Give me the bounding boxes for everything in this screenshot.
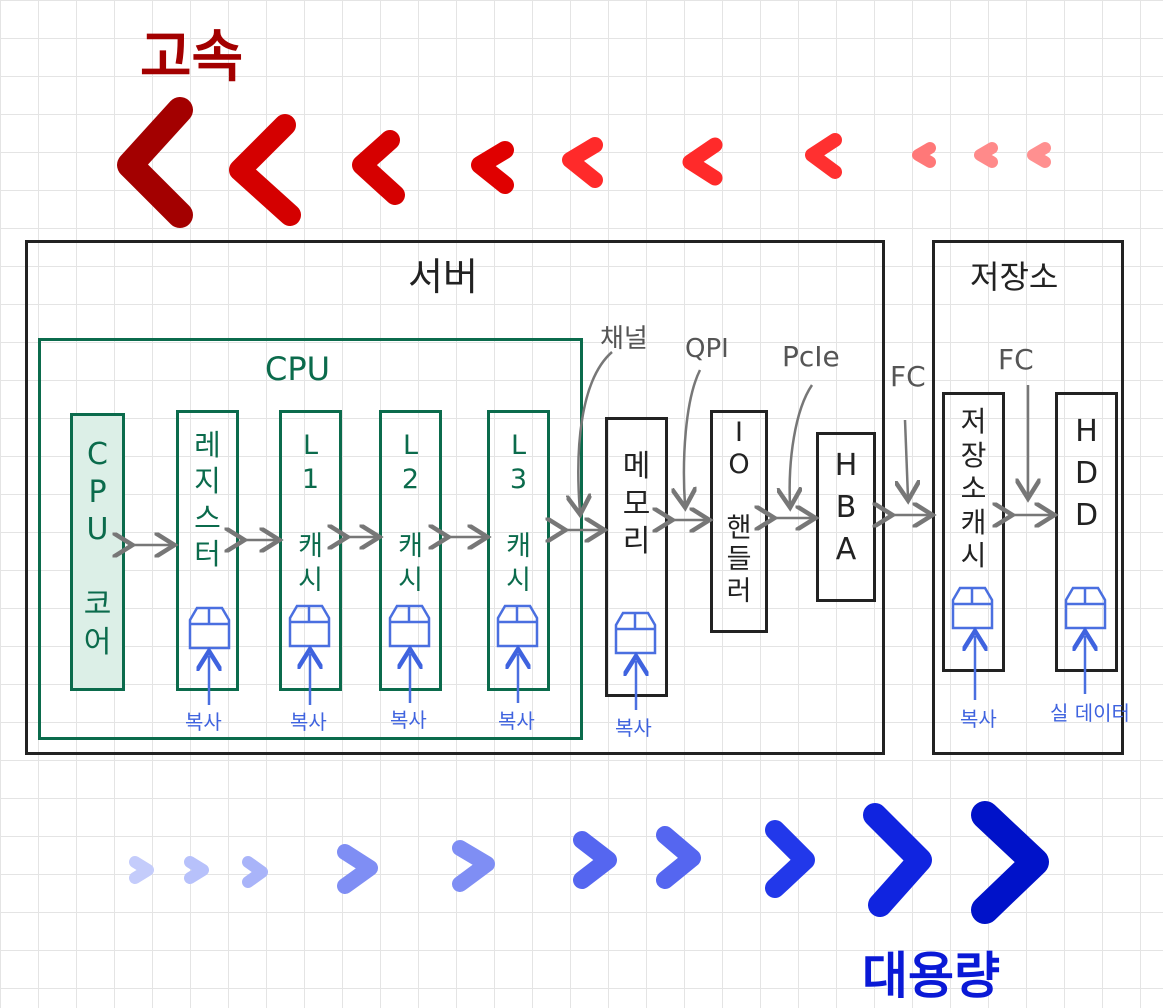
cpu-core-label: C P U 코 어: [83, 437, 112, 660]
chevron-left-icon: [562, 137, 603, 188]
chevron-left-icon: [352, 130, 405, 205]
capacity-chevrons-right: [129, 801, 1049, 924]
storage-cache-label: 저 장 소 캐 시: [960, 405, 987, 573]
copy-label-register: 복사: [185, 710, 222, 734]
data-box-icon: [496, 604, 539, 648]
chevron-right-icon: [765, 820, 815, 898]
copy-label-l2: 복사: [390, 708, 427, 732]
l1-cache-label: L 1 캐 시: [298, 430, 323, 596]
chevron-left-icon: [229, 114, 301, 226]
server-container: [25, 240, 885, 755]
chevron-left-icon: [805, 133, 842, 179]
data-box-icon: [188, 606, 231, 650]
cpu-group-title: CPU: [265, 350, 331, 388]
l3-cache-label: L 3 캐 시: [506, 430, 531, 596]
qpi-label: QPI: [685, 334, 729, 364]
chevron-right-icon: [656, 826, 701, 889]
storage-title: 저장소: [970, 258, 1059, 296]
chevron-left-icon: [912, 142, 936, 168]
chevron-right-icon: [452, 840, 495, 892]
chevron-left-icon: [682, 137, 723, 186]
chevron-right-icon: [184, 856, 209, 884]
chevron-right-icon: [863, 803, 932, 917]
chevron-right-icon: [971, 801, 1049, 924]
bidirectional-arrows: [130, 515, 1052, 545]
chevron-right-icon: [242, 856, 268, 888]
copy-indicators: [188, 586, 1107, 710]
hdd-label: H D D: [1074, 414, 1099, 533]
server-title: 서버: [408, 255, 478, 299]
hdd-box: H D D: [1055, 392, 1118, 672]
chevron-left-icon: [471, 141, 514, 194]
copy-label-hdd: 실 데이터: [1050, 701, 1130, 725]
capacity-title: 대용량: [862, 947, 1000, 1005]
chevron-right-icon: [129, 856, 154, 884]
speed-title: 고속: [140, 25, 244, 90]
cpu-core-box: C P U 코 어: [70, 413, 125, 691]
channel-label: 채널: [600, 324, 648, 354]
register-label: 레 지 스 터: [194, 428, 221, 571]
l2-cache-label: L 2 캐 시: [398, 430, 423, 596]
qpi-pointer-arrow: [684, 369, 702, 505]
io-handler-label: I O 핸 들 러: [726, 417, 752, 608]
data-box-icon: [1064, 586, 1107, 630]
storage-cache-box: 저 장 소 캐 시: [942, 392, 1005, 672]
chevron-left-icon: [974, 142, 998, 168]
copy-label-l3: 복사: [498, 709, 535, 733]
chevron-right-icon: [573, 831, 617, 889]
chevron-left-icon: [1027, 142, 1051, 168]
hba-label: H B A: [834, 448, 858, 567]
pcie-pointer-arrow: [790, 384, 814, 505]
chevron-right-icon: [337, 844, 378, 894]
data-box-icon: [614, 611, 657, 655]
connection-pointers: [578, 351, 1028, 512]
fc-label-2: FC: [998, 343, 1034, 376]
channel-pointer-arrow: [578, 351, 613, 512]
data-box-icon: [288, 604, 331, 648]
speed-chevrons-left: [117, 97, 1051, 228]
chevron-left-icon: [117, 97, 193, 228]
copy-label-l1: 복사: [290, 710, 327, 734]
data-box-icon: [388, 604, 431, 648]
data-box-icon: [951, 586, 994, 630]
copy-label-storage-cache: 복사: [960, 707, 997, 731]
fc1-pointer-arrow: [905, 419, 908, 498]
memory-label: 메 모 리: [622, 449, 651, 559]
fc-label-1: FC: [890, 360, 926, 393]
copy-label-memory: 복사: [615, 716, 652, 740]
pcie-label: PcIe: [782, 340, 840, 373]
storage-container: [932, 240, 1124, 755]
